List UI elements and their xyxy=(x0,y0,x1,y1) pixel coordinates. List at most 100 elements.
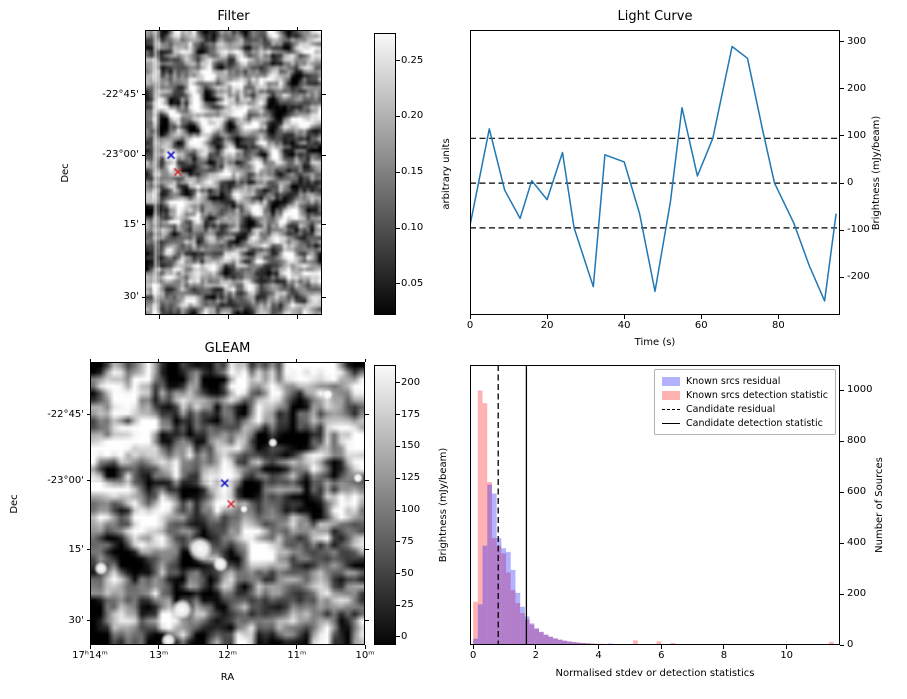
tick-mark xyxy=(396,445,400,447)
tick-mark xyxy=(365,414,369,416)
gleam-xtick-label: 17ʰ14ᵐ xyxy=(72,650,108,661)
lightcurve-xtick-label: 0 xyxy=(466,320,474,331)
gleam-colorbar-tick-label: 50 xyxy=(401,567,414,579)
tick-mark xyxy=(158,645,160,649)
tick-mark xyxy=(396,283,400,285)
histogram-xtick-label: 8 xyxy=(720,650,728,661)
gleam-colorbar-tick-label: 100 xyxy=(401,504,421,516)
tick-mark xyxy=(396,477,400,479)
tick-mark xyxy=(227,645,228,649)
tick-mark xyxy=(396,573,400,575)
tick-mark xyxy=(86,414,90,416)
legend-label: Candidate detection statistic xyxy=(686,417,823,429)
tick-mark xyxy=(472,645,474,649)
lightcurve-ylabel: Brightness (mJy/beam) xyxy=(871,115,882,230)
histogram-xtick-label: 10 xyxy=(780,650,794,661)
tick-mark xyxy=(296,26,298,30)
filter-colorbar-tick-label: 0.15 xyxy=(401,166,424,178)
tick-mark xyxy=(89,358,91,362)
tick-mark xyxy=(322,296,326,298)
tick-mark xyxy=(840,135,844,137)
tick-mark xyxy=(86,549,90,551)
tick-mark xyxy=(840,41,844,43)
tick-mark xyxy=(227,315,229,319)
histogram-ytick-label: 400 xyxy=(847,537,867,549)
tick-mark xyxy=(141,296,145,298)
tick-mark xyxy=(396,509,400,511)
gleam-colorbar-tick-label: 200 xyxy=(401,376,421,388)
tick-mark xyxy=(700,315,702,319)
filter-ytick-label: 15' xyxy=(123,218,139,230)
lightcurve-xtick-label: 60 xyxy=(694,320,708,331)
lightcurve-xtick-label: 80 xyxy=(771,320,785,331)
filter-colorbar-tick-label: 0.10 xyxy=(401,222,424,234)
legend-line-sample xyxy=(662,422,680,424)
lightcurve-xtick-label: 40 xyxy=(617,320,631,331)
histogram-xlabel: Normalised stdev or detection statistics xyxy=(555,668,755,679)
tick-mark xyxy=(364,358,366,362)
tick-mark xyxy=(322,154,326,156)
gleam-ytick-label: -23°00' xyxy=(47,474,84,486)
tick-mark xyxy=(660,645,662,649)
filter-image xyxy=(145,30,322,315)
legend-item: Candidate residual xyxy=(662,402,828,416)
gleam-colorbar-tick-label: 0 xyxy=(401,630,408,642)
histogram-ytick-label: 0 xyxy=(847,639,854,650)
lightcurve-plot xyxy=(470,45,840,302)
gleam-colorbar-tick-label: 150 xyxy=(401,440,421,452)
gleam-colorbar-label: Brightness (mJy/beam) xyxy=(438,447,449,563)
tick-mark xyxy=(89,645,91,649)
histogram-ytick-label: 1000 xyxy=(847,384,873,396)
tick-mark xyxy=(322,94,326,96)
filter-colorbar-tick-label: 0.20 xyxy=(401,110,424,122)
tick-mark xyxy=(396,382,400,384)
tick-mark xyxy=(840,644,844,646)
tick-mark xyxy=(840,542,844,544)
gleam-xtick-label: 10ᵐ xyxy=(355,650,375,661)
tick-mark xyxy=(86,620,90,622)
lightcurve-ytick-label: 100 xyxy=(847,129,867,141)
histogram-xtick-label: 6 xyxy=(658,650,665,661)
filter-colorbar-tick-label: 0.25 xyxy=(401,54,424,66)
tick-mark xyxy=(364,645,366,649)
tick-mark xyxy=(598,645,600,649)
gleam-xtick-label: 12ᵐ xyxy=(218,650,237,661)
gleam-colorbar-tick-label: 25 xyxy=(401,599,414,611)
gleam-colorbar-tick-label: 175 xyxy=(401,408,421,420)
histogram-plot xyxy=(473,365,834,645)
tick-mark xyxy=(396,115,400,117)
gleam-title: GLEAM xyxy=(204,341,251,356)
lightcurve-ytick-label: 200 xyxy=(847,82,867,94)
lightcurve-xlabel: Time (s) xyxy=(634,337,676,348)
tick-mark xyxy=(396,604,400,606)
gleam-colorbar xyxy=(374,365,396,645)
tick-mark xyxy=(296,315,298,319)
tick-mark xyxy=(158,358,160,362)
gleam-colorbar-tick-label: 75 xyxy=(401,535,414,547)
filter-colorbar xyxy=(374,33,396,315)
tick-mark xyxy=(365,620,369,622)
legend-line-sample xyxy=(662,408,680,410)
tick-mark xyxy=(322,224,326,226)
tick-mark xyxy=(840,88,844,90)
histogram-xtick-label: 0 xyxy=(469,650,477,661)
tick-mark xyxy=(840,182,844,184)
legend-label: Known srcs detection statistic xyxy=(686,389,828,401)
tick-mark xyxy=(396,60,400,62)
tick-mark xyxy=(86,480,90,482)
histogram-xtick-label: 2 xyxy=(532,650,540,661)
lightcurve-title: Light Curve xyxy=(617,9,693,24)
histogram-legend: Known srcs residual Known srcs detection … xyxy=(654,369,836,435)
filter-ytick-label: -22°45' xyxy=(102,88,139,100)
filter-ytick-label: 30' xyxy=(123,291,139,303)
tick-mark xyxy=(786,645,788,649)
tick-mark xyxy=(141,94,145,96)
legend-label: Candidate residual xyxy=(686,403,776,415)
gleam-colorbar-tick-label: 125 xyxy=(401,472,421,484)
filter-colorbar-label: arbitrary units xyxy=(441,138,452,210)
gleam-xlabel: RA xyxy=(220,672,235,683)
tick-mark xyxy=(141,224,145,226)
gleam-xtick-label: 13ᵐ xyxy=(149,650,169,661)
tick-mark xyxy=(296,645,298,649)
legend-label: Known srcs residual xyxy=(686,375,781,387)
